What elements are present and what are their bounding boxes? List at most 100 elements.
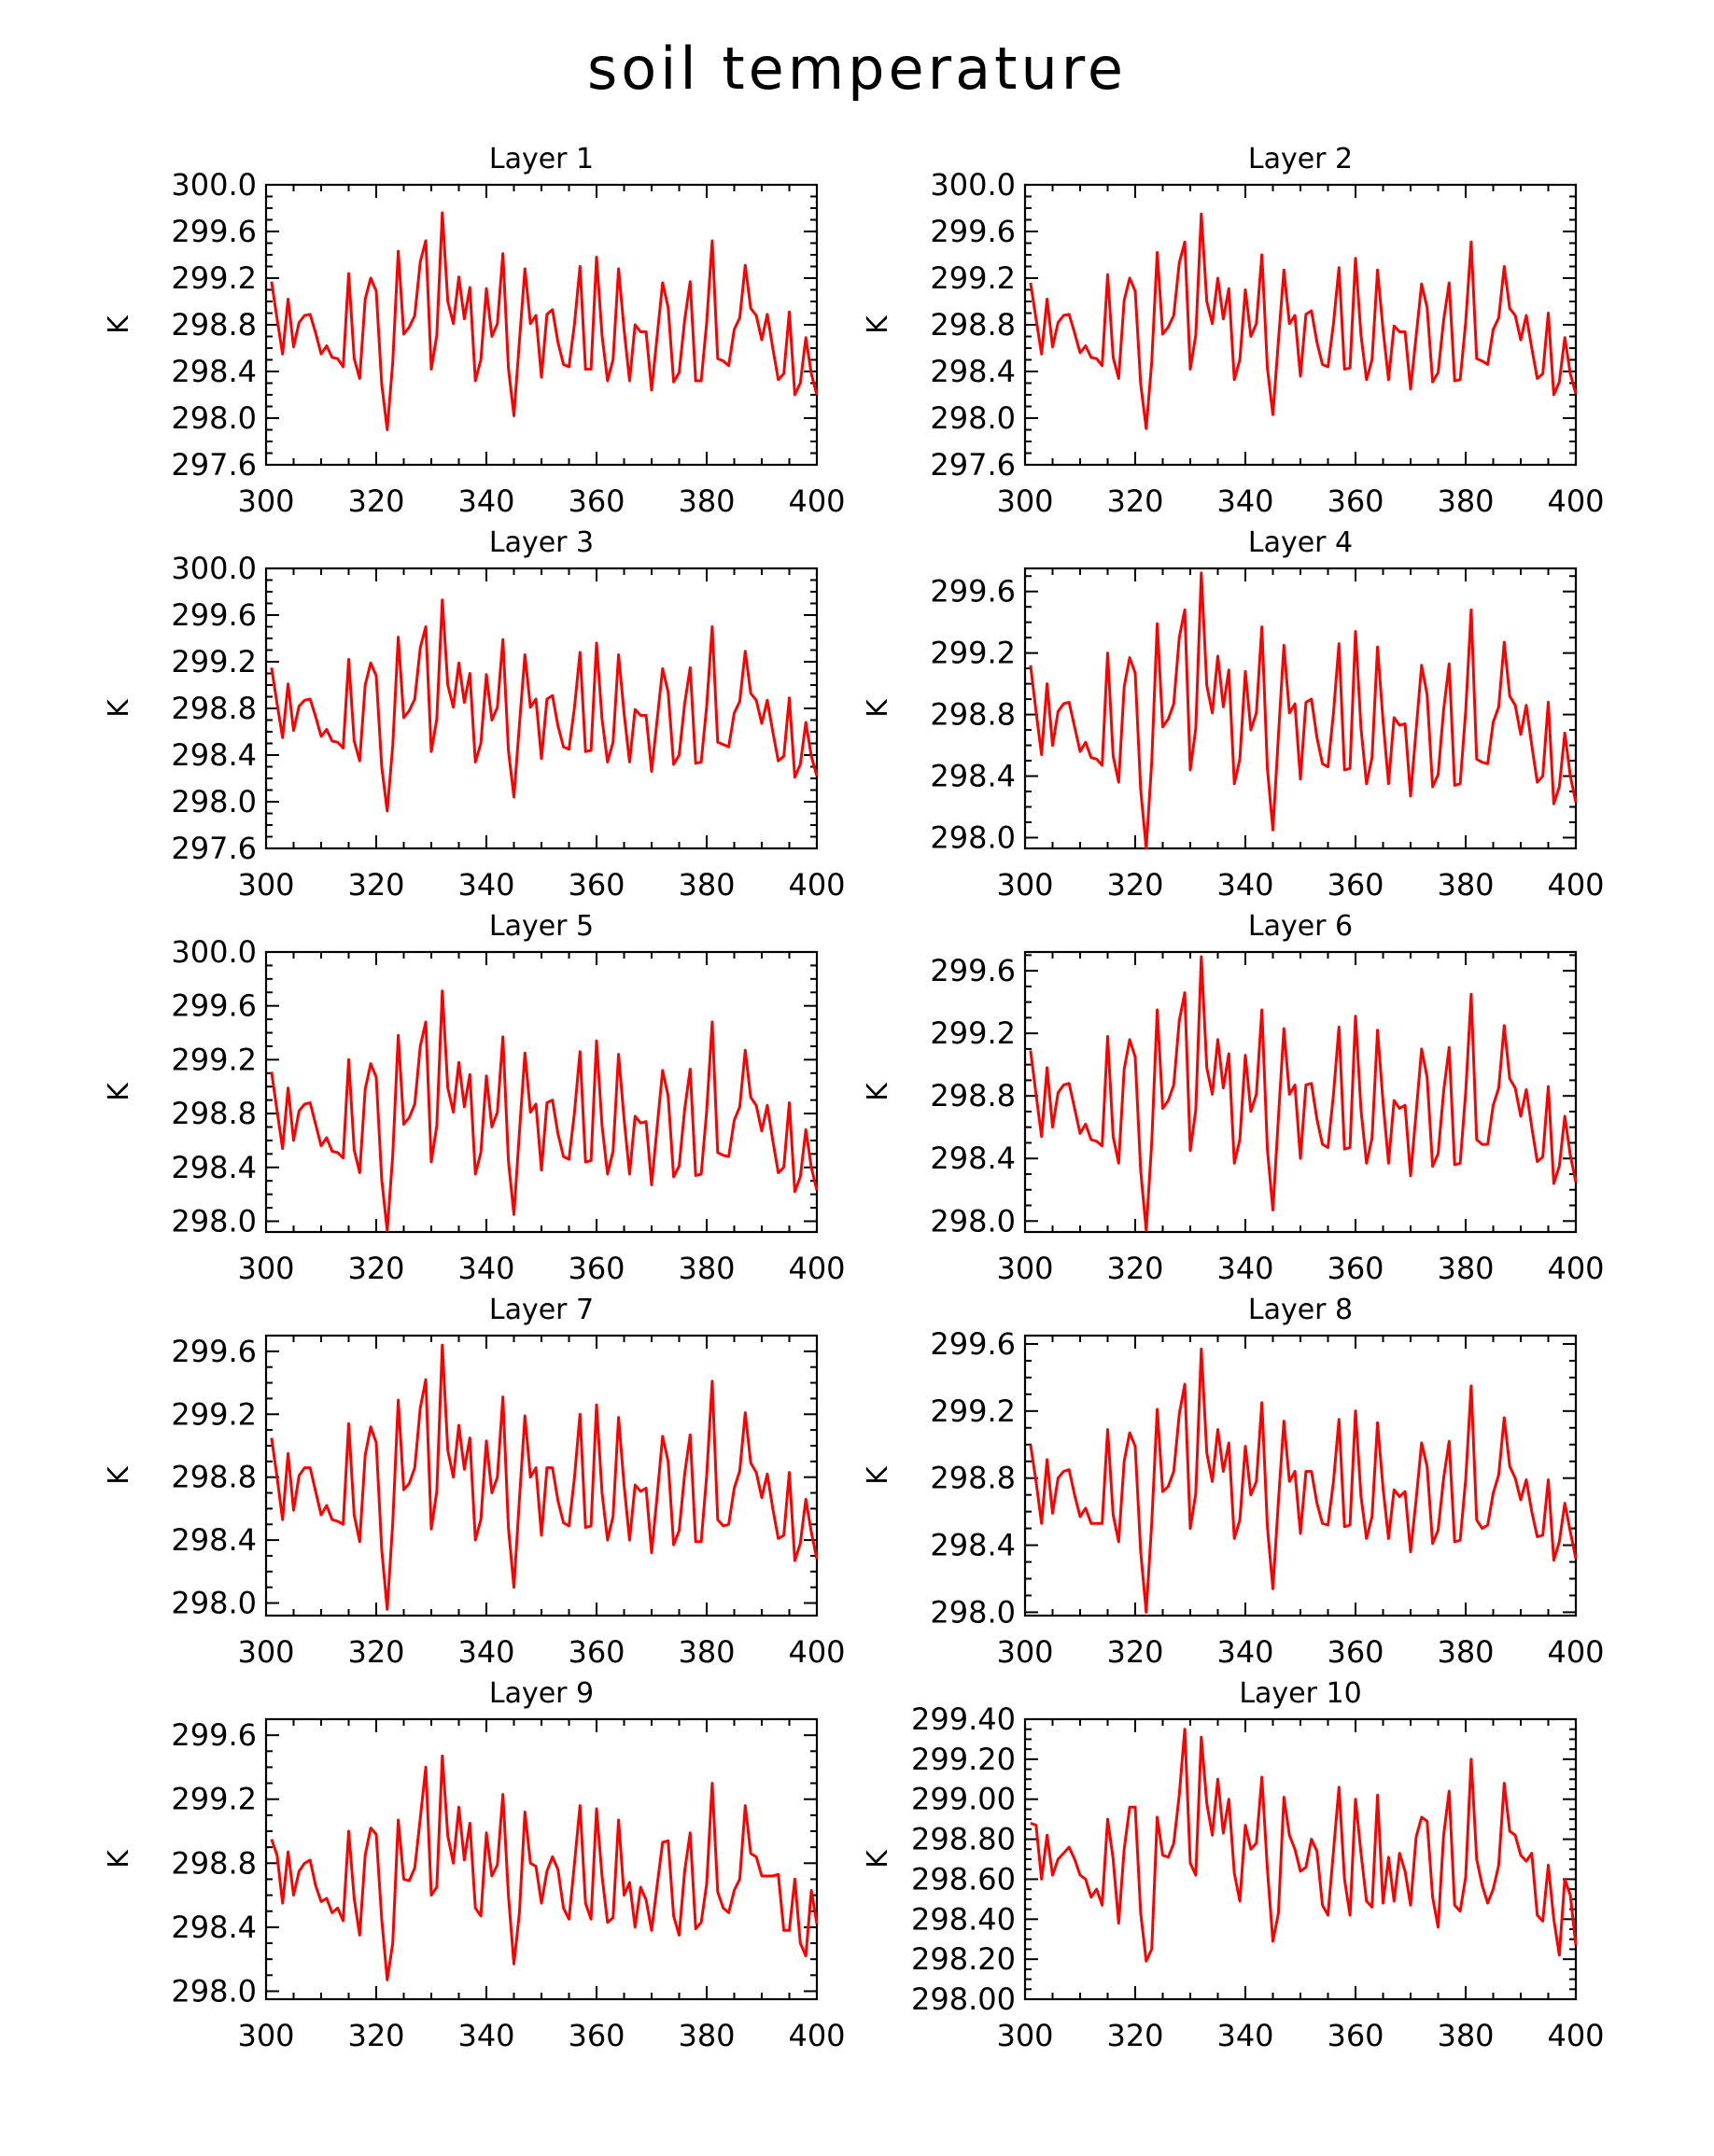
x-tick-label: 400 (1547, 2018, 1604, 2053)
y-tick-label: 299.6 (930, 953, 1016, 988)
x-tick-label: 320 (1106, 867, 1163, 903)
x-tick-label: 300 (237, 1634, 294, 1670)
y-tick-label: 299.00 (911, 1782, 1016, 1817)
x-tick-label: 380 (678, 1251, 735, 1286)
x-tick-label: 320 (347, 1634, 404, 1670)
y-axis-label: K (862, 1082, 894, 1101)
y-axis-label: K (103, 1849, 135, 1869)
y-tick-label: 299.6 (930, 1326, 1016, 1362)
x-tick-label: 340 (1216, 1251, 1273, 1286)
y-axis-label: K (103, 1465, 135, 1485)
panel-title: Layer 7 (489, 1294, 594, 1326)
chart-panel-2: Layer 2 300 320 340 360 380 400 297.6 298.0 298.4… (862, 143, 1605, 519)
y-tick-label: 298.0 (930, 1594, 1016, 1630)
y-tick-label: 299.2 (930, 636, 1016, 671)
y-axis-label: K (103, 698, 135, 718)
x-tick-label: 360 (568, 483, 625, 519)
x-tick-label: 340 (1216, 2018, 1273, 2053)
series-line (1030, 1728, 1578, 1963)
y-tick-label: 298.8 (930, 307, 1016, 343)
y-tick-label: 298.0 (930, 819, 1016, 855)
x-tick-label: 380 (678, 2018, 735, 2053)
y-axis-label: K (862, 1849, 894, 1869)
x-tick-label: 320 (1106, 2018, 1163, 2053)
x-tick-label: 400 (1547, 483, 1604, 519)
x-tick-label: 340 (457, 2018, 514, 2053)
x-tick-label: 360 (1327, 867, 1384, 903)
y-tick-label: 299.2 (171, 1782, 257, 1817)
y-tick-label: 298.4 (930, 354, 1016, 389)
x-tick-label: 320 (347, 483, 404, 519)
y-tick-label: 299.6 (930, 214, 1016, 249)
figure-title: soil temperature (587, 35, 1127, 103)
series-line (1029, 212, 1578, 430)
x-tick-label: 400 (1547, 1634, 1604, 1670)
y-tick-label: 298.8 (930, 1078, 1016, 1113)
x-tick-label: 320 (1106, 1634, 1163, 1670)
x-tick-label: 360 (568, 1634, 625, 1670)
panel-title: Layer 6 (1248, 910, 1353, 943)
x-tick-label: 380 (1437, 1251, 1494, 1286)
x-tick-label: 320 (347, 2018, 404, 2053)
y-tick-label: 299.6 (171, 988, 257, 1024)
x-tick-label: 360 (568, 867, 625, 903)
x-tick-label: 300 (996, 2018, 1053, 2053)
x-tick-label: 380 (678, 1634, 735, 1670)
chart-panel-9: Layer 9 300 320 340 360 380 400 298.0 298.4 298.8… (103, 1677, 846, 2053)
y-tick-label: 298.20 (911, 1941, 1016, 1977)
x-tick-label: 340 (457, 867, 514, 903)
y-tick-label: 300.0 (171, 934, 257, 970)
y-tick-label: 300.0 (930, 167, 1016, 203)
y-tick-label: 298.4 (930, 1528, 1016, 1563)
chart-panel-1: Layer 1 300 320 340 360 380 400 297.6 298.0 298.4… (103, 143, 846, 519)
chart-panel-8: Layer 8 300 320 340 360 380 400 298.0 298.4 298.8… (862, 1294, 1605, 1670)
panel-title: Layer 4 (1248, 526, 1353, 559)
y-tick-label: 298.4 (171, 737, 257, 773)
plot-frame (1023, 950, 1578, 1234)
x-tick-label: 400 (788, 1251, 845, 1286)
y-tick-label: 298.0 (171, 1203, 257, 1239)
y-tick-label: 298.8 (171, 307, 257, 343)
panel-title: Layer 1 (489, 143, 594, 175)
x-tick-label: 400 (1547, 867, 1604, 903)
panel-title: Layer 5 (489, 910, 594, 943)
x-tick-label: 320 (1106, 483, 1163, 519)
y-tick-label: 299.6 (171, 1717, 257, 1753)
x-tick-label: 400 (788, 867, 845, 903)
plot-frame (264, 950, 819, 1234)
x-tick-label: 380 (1437, 867, 1494, 903)
y-tick-label: 298.4 (930, 759, 1016, 794)
x-tick-label: 300 (237, 483, 294, 519)
x-tick-label: 360 (1327, 1634, 1384, 1670)
x-tick-label: 320 (347, 1251, 404, 1286)
y-tick-label: 298.4 (171, 354, 257, 389)
y-tick-label: 298.0 (930, 1203, 1016, 1239)
y-tick-label: 299.2 (930, 1015, 1016, 1051)
x-tick-label: 320 (347, 867, 404, 903)
x-tick-label: 380 (678, 867, 735, 903)
x-tick-label: 380 (1437, 483, 1494, 519)
y-tick-label: 300.0 (171, 167, 257, 203)
chart-panel-7: Layer 7 300 320 340 360 380 400 298.0 298.4 298.8… (103, 1294, 846, 1670)
plot-frame (264, 1717, 819, 2001)
x-tick-label: 400 (788, 1634, 845, 1670)
y-tick-label: 299.6 (171, 1334, 257, 1369)
y-tick-label: 297.6 (171, 447, 257, 483)
y-tick-label: 298.8 (930, 1461, 1016, 1496)
plot-frame (264, 567, 819, 850)
panels-grid: Layer 1 300 320 340 360 380 400 297.6 298.0 298.4… (103, 143, 1605, 2053)
series-line (270, 211, 819, 431)
x-tick-label: 400 (788, 483, 845, 519)
x-tick-label: 340 (457, 483, 514, 519)
y-tick-label: 298.4 (171, 1150, 257, 1185)
y-tick-label: 298.8 (171, 1096, 257, 1131)
x-tick-label: 340 (1216, 483, 1273, 519)
panel-title: Layer 3 (489, 526, 594, 559)
y-tick-label: 298.0 (171, 1586, 257, 1621)
x-tick-label: 360 (1327, 1251, 1384, 1286)
y-tick-label: 298.0 (171, 784, 257, 819)
x-tick-label: 300 (996, 1251, 1053, 1286)
y-tick-label: 299.2 (171, 644, 257, 679)
x-tick-label: 300 (237, 2018, 294, 2053)
x-tick-label: 380 (1437, 1634, 1494, 1670)
